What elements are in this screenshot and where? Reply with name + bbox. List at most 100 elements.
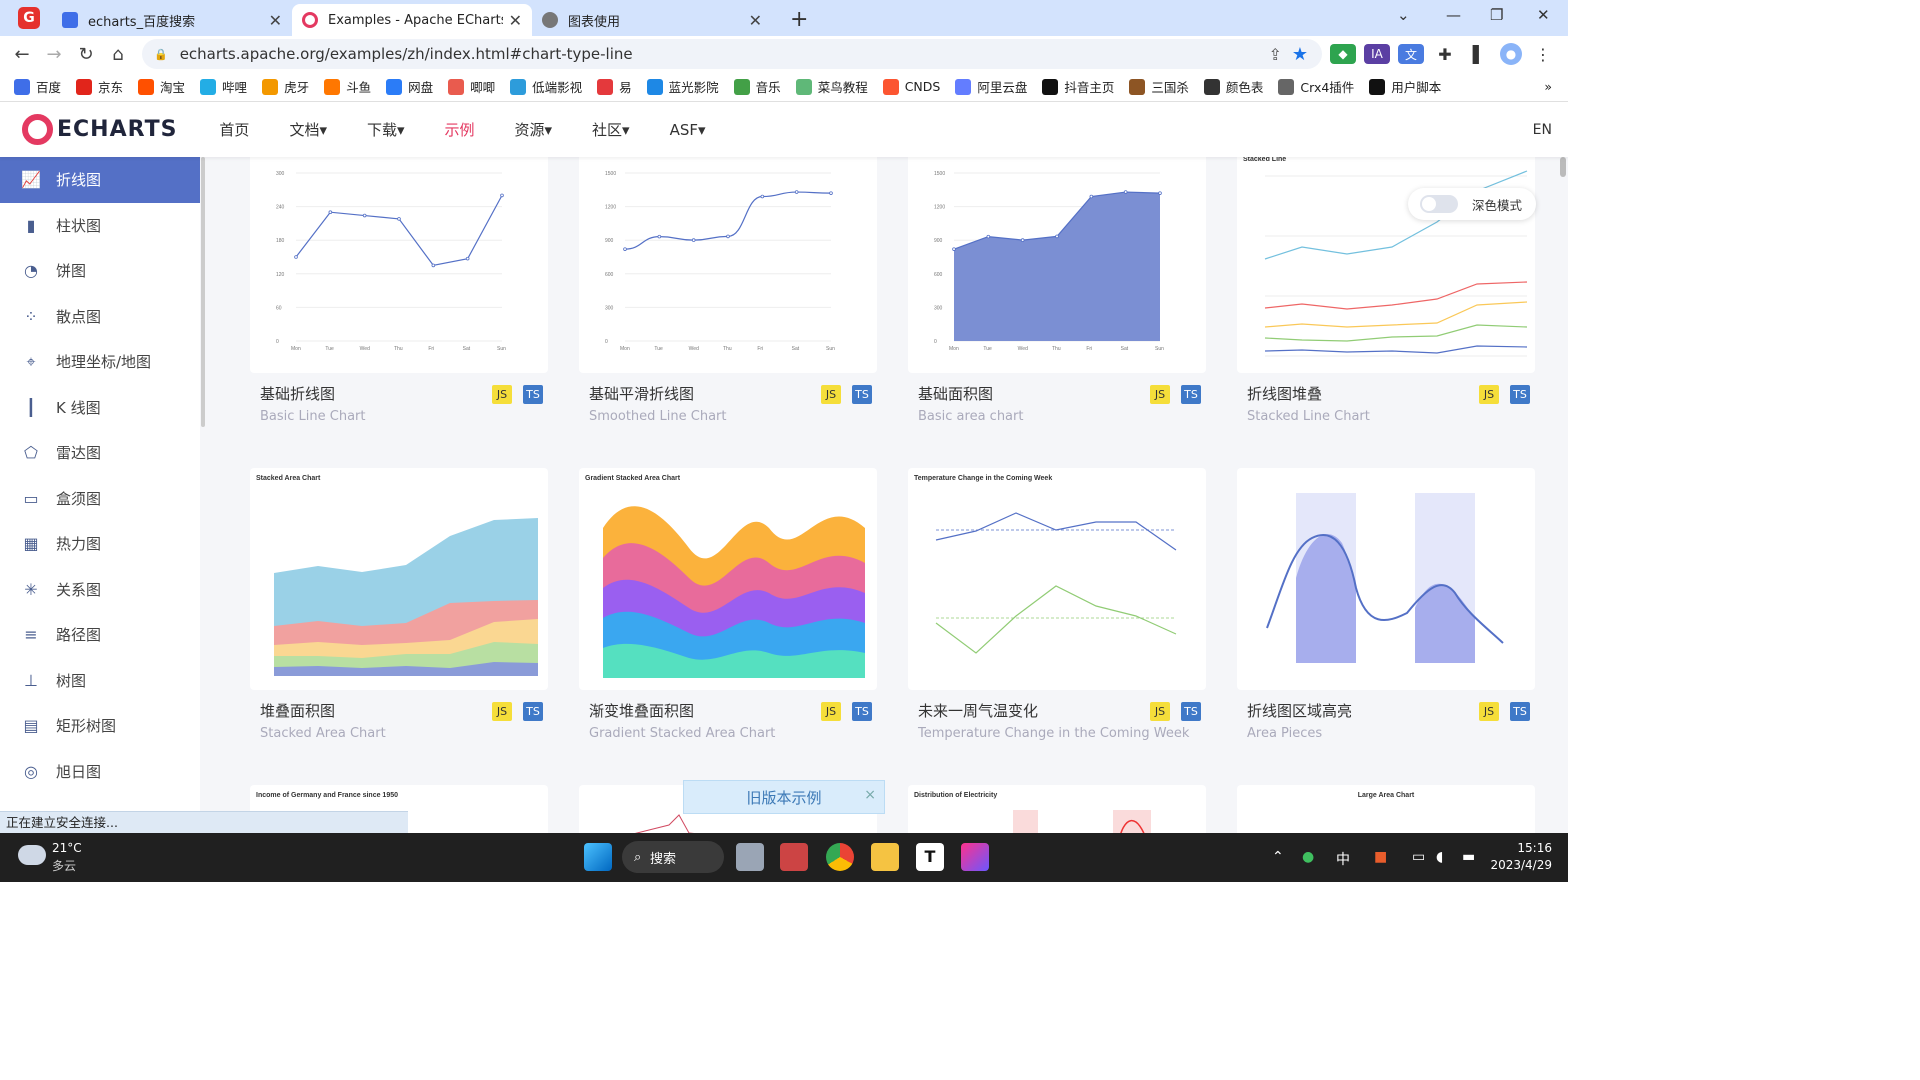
- echarts-logo[interactable]: ECHARTS: [22, 114, 177, 145]
- old-version-banner[interactable]: 旧版本示例 ×: [683, 780, 885, 814]
- ts-badge[interactable]: TS: [1181, 385, 1201, 404]
- card-title[interactable]: 渐变堆叠面积图: [589, 702, 695, 720]
- close-tab-icon[interactable]: ✕: [748, 10, 762, 30]
- bookmark-item[interactable]: 百度: [14, 77, 61, 96]
- thumb-area-pieces[interactable]: [1237, 468, 1535, 690]
- thumb-stacked-line[interactable]: Stacked Line: [1237, 151, 1535, 373]
- js-badge[interactable]: JS: [1479, 385, 1499, 404]
- bookmark-item[interactable]: Crx4插件: [1278, 77, 1354, 96]
- tab-search-icon[interactable]: ⌄: [1397, 6, 1410, 24]
- bookmark-item[interactable]: 淘宝: [138, 77, 185, 96]
- bookmark-item[interactable]: 用户脚本: [1369, 77, 1441, 96]
- profile-avatar-icon[interactable]: ●: [1500, 43, 1522, 65]
- sidebar-item[interactable]: ◔ 饼图: [0, 248, 200, 294]
- tab-echarts-examples[interactable]: Examples - Apache ECharts ✕: [292, 4, 532, 36]
- snipping-tool-icon[interactable]: [780, 843, 808, 871]
- bookmark-item[interactable]: 易: [597, 77, 632, 96]
- bookmark-item[interactable]: 京东: [76, 77, 123, 96]
- taskbar-search-button[interactable]: ⌕ 搜索: [622, 841, 724, 873]
- maximize-icon[interactable]: ❐: [1490, 6, 1504, 24]
- ia-extension-icon[interactable]: IA: [1364, 44, 1390, 64]
- new-tab-button[interactable]: +: [790, 7, 809, 32]
- close-window-icon[interactable]: ✕: [1537, 6, 1550, 24]
- card-title[interactable]: 折线图堆叠: [1247, 385, 1323, 403]
- bookmark-item[interactable]: 三国杀: [1129, 77, 1189, 96]
- sidebar-item[interactable]: ┃ K 线图: [0, 385, 200, 431]
- start-windows-icon[interactable]: [584, 843, 612, 871]
- page-scrollbar[interactable]: [1560, 157, 1566, 177]
- wechat-icon[interactable]: ●: [1302, 849, 1315, 865]
- card-title[interactable]: 基础折线图: [260, 385, 336, 403]
- nav-resources[interactable]: 资源▾: [514, 121, 553, 139]
- chrome-icon[interactable]: [826, 843, 854, 871]
- close-tab-icon[interactable]: ✕: [268, 10, 282, 30]
- home-icon[interactable]: ⌂: [112, 43, 124, 65]
- sidebar-item[interactable]: 📈 折线图: [0, 157, 200, 203]
- typora-icon[interactable]: T: [916, 843, 944, 871]
- sidebar-item[interactable]: ⁘ 散点图: [0, 294, 200, 340]
- extensions-puzzle-icon[interactable]: ✚: [1432, 44, 1458, 64]
- thumb-basic-area[interactable]: 0 300 600 900 1200 1500 Mon Tue Wed Thu Fri Sat Sun: [908, 151, 1206, 373]
- sidebar-item[interactable]: ▮ 柱状图: [0, 203, 200, 249]
- js-badge[interactable]: JS: [1150, 702, 1170, 721]
- js-badge[interactable]: JS: [492, 702, 512, 721]
- thumb-electricity[interactable]: Distribution of Electricity: [908, 785, 1206, 833]
- thumb-gradient-stacked-area[interactable]: Gradient Stacked Area Chart: [579, 468, 877, 690]
- sidebar-item[interactable]: ≡ 路径图: [0, 612, 200, 658]
- shield-extension-icon[interactable]: ◆: [1330, 44, 1356, 64]
- bookmark-item[interactable]: 虎牙: [262, 77, 309, 96]
- sidebar-scrollbar[interactable]: [201, 157, 205, 427]
- js-badge[interactable]: JS: [821, 385, 841, 404]
- tray-overflow-icon[interactable]: ⌃: [1272, 849, 1284, 865]
- sidebar-item[interactable]: ⬠ 雷达图: [0, 430, 200, 476]
- bookmark-item[interactable]: 菜鸟教程: [795, 77, 868, 96]
- card-title[interactable]: 折线图区域高亮: [1247, 702, 1353, 720]
- intellij-icon[interactable]: [961, 843, 989, 871]
- close-tab-icon[interactable]: ✕: [508, 10, 522, 30]
- card-title[interactable]: 堆叠面积图: [260, 702, 336, 720]
- dark-mode-toggle[interactable]: 深色模式: [1408, 188, 1536, 220]
- card-title[interactable]: 基础平滑折线图: [589, 385, 695, 403]
- thumb-basic-line[interactable]: 0 60 120 180 240 300 Mon Tue Wed Thu Fri Sat Sun: [250, 151, 548, 373]
- nav-home[interactable]: 首页: [219, 121, 250, 139]
- bookmark-item[interactable]: 音乐: [733, 77, 781, 96]
- ts-badge[interactable]: TS: [523, 385, 543, 404]
- nav-examples[interactable]: 示例: [444, 121, 475, 139]
- url-field[interactable]: 🔒 echarts.apache.org/examples/zh/index.h…: [142, 39, 1322, 69]
- ts-badge[interactable]: TS: [852, 385, 872, 404]
- battery-icon[interactable]: ▬: [1462, 849, 1476, 865]
- minimize-icon[interactable]: —: [1446, 6, 1461, 24]
- bookmark-item[interactable]: 低端影视: [510, 77, 582, 96]
- bookmark-item[interactable]: 颜色表: [1203, 77, 1263, 96]
- share-icon[interactable]: ⇪: [1268, 44, 1282, 64]
- file-explorer-icon[interactable]: [871, 843, 899, 871]
- ts-badge[interactable]: TS: [852, 702, 872, 721]
- bookmark-item[interactable]: 阿里云盘: [955, 77, 1027, 96]
- sidebar-item[interactable]: ◎ 旭日图: [0, 749, 200, 795]
- bookmark-star-icon[interactable]: ★: [1291, 43, 1308, 65]
- forward-icon[interactable]: →: [46, 43, 62, 65]
- sidebar-item[interactable]: ⌖ 地理坐标/地图: [0, 339, 200, 385]
- sidebar-item[interactable]: ▭ 盒须图: [0, 476, 200, 522]
- thumb-stacked-area[interactable]: Stacked Area Chart: [250, 468, 548, 690]
- close-banner-icon[interactable]: ×: [864, 787, 876, 803]
- card-title[interactable]: 基础面积图: [918, 385, 994, 403]
- sidepanel-icon[interactable]: ▌: [1466, 44, 1492, 64]
- language-switch[interactable]: EN: [1532, 121, 1552, 138]
- nav-docs[interactable]: 文档▾: [289, 121, 327, 139]
- nav-download[interactable]: 下载▾: [366, 121, 405, 139]
- bookmark-item[interactable]: 网盘: [386, 77, 433, 96]
- reload-icon[interactable]: ↻: [78, 43, 94, 65]
- ts-badge[interactable]: TS: [1181, 702, 1201, 721]
- translate-extension-icon[interactable]: 文: [1398, 44, 1424, 64]
- bookmark-item[interactable]: CNDS: [882, 78, 940, 95]
- bookmark-item[interactable]: 蓝光影院: [646, 77, 719, 96]
- js-badge[interactable]: JS: [1479, 702, 1499, 721]
- sidebar-item[interactable]: ✳ 关系图: [0, 567, 200, 613]
- sidebar-item[interactable]: ▤ 矩形树图: [0, 703, 200, 749]
- card-title[interactable]: 未来一周气温变化: [918, 702, 1039, 720]
- js-badge[interactable]: JS: [821, 702, 841, 721]
- thumb-temperature[interactable]: Temperature Change in the Coming Week: [908, 468, 1206, 690]
- ts-badge[interactable]: TS: [1510, 385, 1530, 404]
- volume-icon[interactable]: ◖: [1436, 849, 1444, 865]
